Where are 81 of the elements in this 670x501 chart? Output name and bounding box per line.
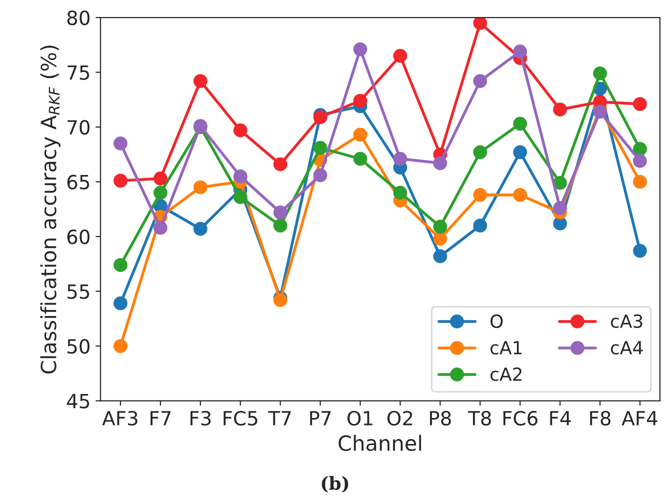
x-tick-label: P8 (430, 410, 451, 426)
point (513, 188, 528, 202)
x-tick-label: F4 (550, 411, 571, 426)
point (553, 176, 567, 190)
point (513, 44, 528, 58)
point (473, 218, 488, 233)
x-tick-label: O1 (347, 410, 372, 426)
point (114, 258, 128, 272)
text: (b) (322, 476, 348, 493)
point (473, 188, 488, 202)
point (393, 152, 408, 166)
point (513, 116, 528, 131)
point (473, 18, 488, 30)
point (393, 186, 408, 200)
point (353, 42, 368, 56)
x-tick-label: AF4 (622, 411, 658, 426)
point (433, 232, 448, 246)
x-tick-label: T8 (468, 410, 491, 426)
point (114, 339, 128, 353)
point (114, 296, 128, 310)
y-tick-label: 55 (68, 284, 90, 299)
point (353, 94, 368, 108)
legend-label: O (490, 314, 503, 328)
point (153, 220, 168, 235)
point (433, 249, 448, 264)
x-tick-label: FC5 (224, 410, 258, 426)
point (114, 136, 128, 150)
point (313, 168, 328, 182)
x-tick-label: T7 (268, 411, 291, 426)
point (473, 74, 488, 88)
y-tick-label: 60 (67, 230, 90, 244)
point (353, 152, 368, 166)
point (633, 244, 647, 258)
point (593, 104, 607, 119)
y-axis-title: Classification accuracy A$_{RKF}$ (%) (40, 46, 60, 374)
x-tick-label: F8 (590, 410, 610, 426)
x-axis-title: Channel (338, 434, 422, 452)
point (233, 123, 248, 138)
legend-label: cA4 (610, 341, 643, 355)
point (633, 154, 647, 168)
point (273, 293, 288, 307)
legend-label: cA1 (490, 341, 522, 355)
y-tick-label: 65 (67, 174, 90, 190)
point (433, 220, 448, 234)
point (513, 145, 528, 160)
point (273, 218, 288, 233)
point (313, 110, 328, 124)
point (193, 74, 208, 88)
point (273, 206, 288, 220)
legend-label: cA2 (490, 367, 522, 382)
point (153, 186, 168, 200)
point (353, 128, 368, 142)
point (633, 174, 647, 189)
point (553, 102, 567, 116)
x-tick-label: AF3 (102, 410, 138, 426)
point (593, 66, 607, 80)
x-tick-label: P7 (310, 411, 331, 426)
point (313, 140, 328, 155)
legend-label: cA3 (610, 314, 642, 328)
point (393, 48, 408, 63)
point (233, 169, 248, 184)
y-tick-label: 75 (68, 66, 90, 80)
point (273, 157, 288, 172)
point (193, 222, 208, 236)
point (114, 174, 128, 188)
point (433, 156, 448, 170)
y-tick-label: 70 (68, 120, 90, 135)
point (633, 142, 647, 156)
x-tick-label: F7 (150, 411, 171, 426)
point (193, 180, 208, 194)
point (473, 145, 488, 160)
x-tick-label: FC6 (503, 410, 538, 426)
point (153, 172, 168, 186)
y-tick-label: 50 (68, 339, 90, 354)
x-tick-label: F3 (190, 410, 211, 426)
point (633, 97, 647, 111)
y-tick-label: 80 (67, 10, 90, 26)
y-tick-label: 45 (66, 394, 90, 408)
point (233, 190, 248, 204)
x-tick-label: O2 (387, 410, 412, 426)
point (553, 201, 567, 216)
